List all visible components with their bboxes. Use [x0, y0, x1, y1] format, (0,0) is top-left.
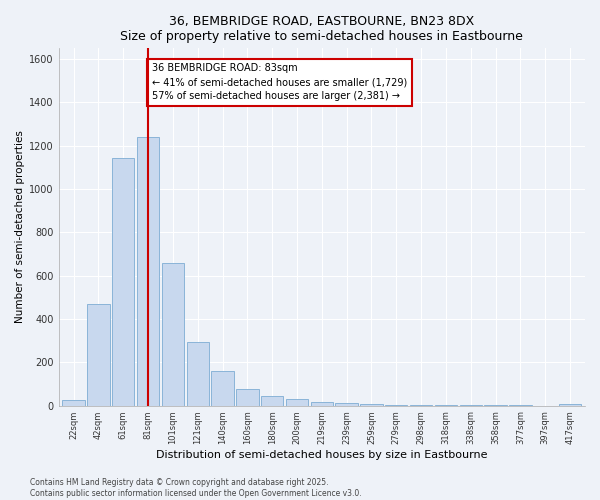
Bar [161, 262, 184, 406]
Y-axis label: Number of semi-detached properties: Number of semi-detached properties [15, 130, 25, 324]
Bar [385, 404, 407, 406]
Bar [137, 137, 159, 406]
Text: Contains HM Land Registry data © Crown copyright and database right 2025.
Contai: Contains HM Land Registry data © Crown c… [30, 478, 362, 498]
Bar [236, 390, 259, 406]
Text: 36 BEMBRIDGE ROAD: 83sqm
← 41% of semi-detached houses are smaller (1,729)
57% o: 36 BEMBRIDGE ROAD: 83sqm ← 41% of semi-d… [152, 64, 407, 102]
Bar [261, 396, 283, 406]
Bar [62, 400, 85, 406]
Bar [87, 304, 110, 406]
Bar [286, 399, 308, 406]
Bar [187, 342, 209, 406]
Title: 36, BEMBRIDGE ROAD, EASTBOURNE, BN23 8DX
Size of property relative to semi-detac: 36, BEMBRIDGE ROAD, EASTBOURNE, BN23 8DX… [121, 15, 523, 43]
Bar [410, 405, 433, 406]
Bar [211, 371, 233, 406]
Bar [335, 403, 358, 406]
Bar [112, 158, 134, 406]
Bar [311, 402, 333, 406]
Bar [559, 404, 581, 406]
Bar [361, 404, 383, 406]
X-axis label: Distribution of semi-detached houses by size in Eastbourne: Distribution of semi-detached houses by … [156, 450, 488, 460]
